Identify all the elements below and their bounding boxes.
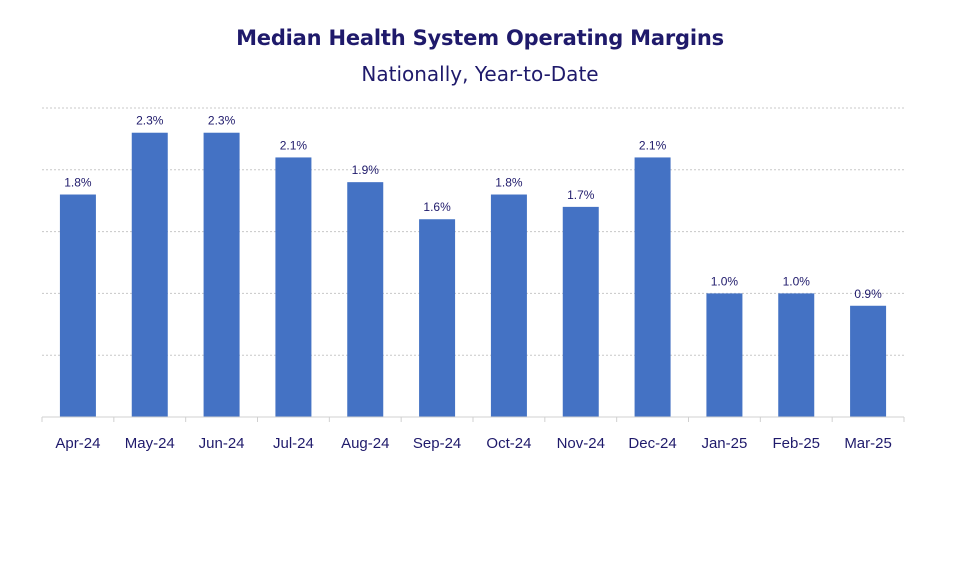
- chart-subtitle: Nationally, Year-to-Date: [361, 62, 599, 86]
- x-tick-label: Dec-24: [628, 435, 676, 452]
- bar-mar-25: [850, 305, 887, 417]
- bar-oct-24: [490, 194, 527, 417]
- x-tick-label: Jan-25: [701, 435, 747, 452]
- x-tick-label: Aug-24: [341, 435, 389, 452]
- x-tick-label: May-24: [125, 435, 175, 452]
- chart-title: Median Health System Operating Margins: [236, 26, 724, 50]
- gridlines: [42, 107, 904, 356]
- bar-feb-25: [778, 293, 815, 417]
- x-axis: Apr-24 May-24 Jun-24 Jul-24 Aug-24 Sep-24 Oct-…: [41, 416, 905, 452]
- data-label: 1.7%: [567, 188, 595, 202]
- data-label: 1.8%: [64, 176, 92, 190]
- x-tick-label: Sep-24: [413, 435, 461, 452]
- bar-sep-24: [419, 219, 456, 417]
- data-label: 1.6%: [423, 200, 451, 214]
- x-tick-label: Mar-25: [844, 435, 892, 452]
- data-label: 1.8%: [495, 176, 523, 190]
- data-label: 2.1%: [639, 138, 667, 152]
- bar-jan-25: [706, 293, 743, 417]
- data-label: 2.3%: [136, 114, 164, 128]
- data-label: 2.3%: [208, 114, 236, 128]
- bar-aug-24: [347, 182, 384, 417]
- bar-nov-24: [562, 206, 599, 417]
- x-tick-label: Feb-25: [772, 435, 820, 452]
- x-tick-label: Oct-24: [486, 435, 531, 452]
- bar-may-24: [131, 132, 168, 417]
- bar-dec-24: [634, 157, 671, 417]
- bar-jun-24: [203, 132, 240, 417]
- data-label: 2.1%: [280, 138, 308, 152]
- data-label: 1.9%: [352, 163, 380, 177]
- data-label: 1.0%: [783, 274, 811, 288]
- x-tick-label: Jul-24: [273, 435, 314, 452]
- bar-jul-24: [275, 157, 312, 417]
- bars: [59, 132, 887, 417]
- data-labels: 1.8% 2.3% 2.3% 2.1% 1.9% 1.6% 1.8% 1.7% 2.1% 1.0%…: [64, 114, 882, 301]
- x-tick-label: Jun-24: [199, 435, 245, 452]
- bar-apr-24: [59, 194, 96, 417]
- x-tick-label: Apr-24: [55, 435, 100, 452]
- data-label: 1.0%: [711, 274, 739, 288]
- data-label: 0.9%: [854, 287, 882, 301]
- x-tick-label: Nov-24: [557, 435, 605, 452]
